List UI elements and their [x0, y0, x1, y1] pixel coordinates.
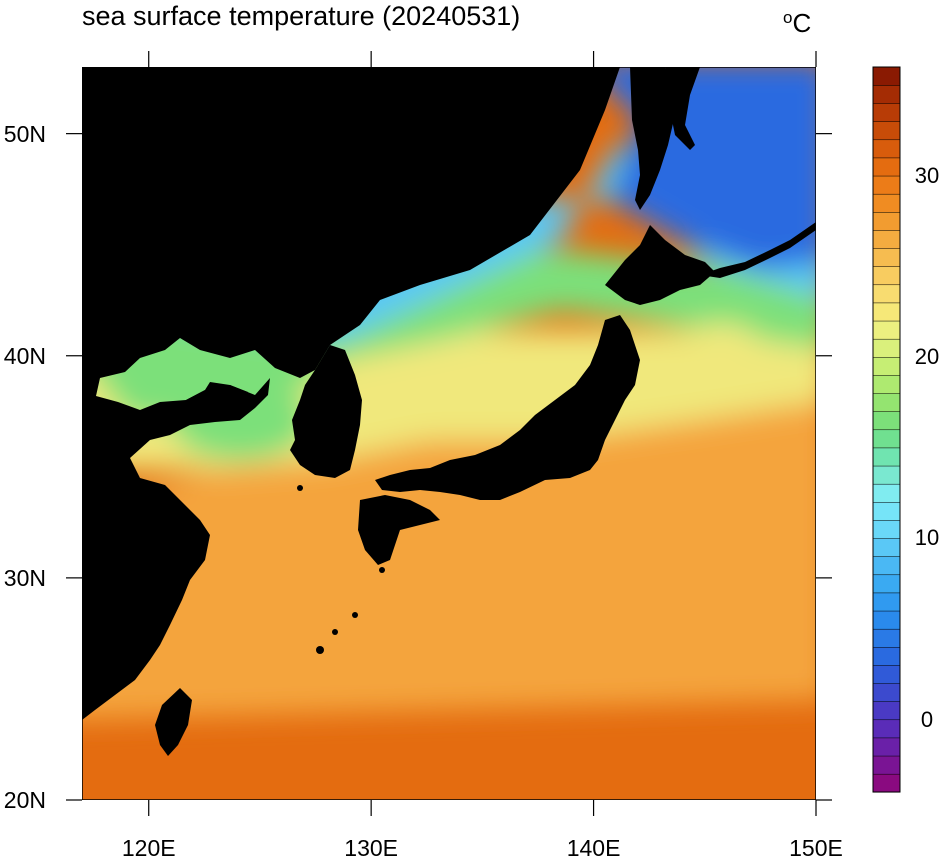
colorbar-swatch — [872, 157, 901, 177]
lat-label: 50N — [3, 120, 46, 147]
colorbar-swatch — [872, 139, 901, 159]
colorbar-swatch — [872, 574, 901, 594]
land-sakhalin — [630, 67, 675, 210]
colorbar-frame — [872, 66, 901, 793]
colorbar-label: 20 — [914, 344, 940, 369]
units-letter: C — [792, 8, 812, 38]
colorbar-label: 0 — [920, 706, 934, 732]
land-island-small — [332, 629, 338, 635]
colorbar-swatch — [872, 664, 901, 684]
axis-ticks — [66, 51, 832, 816]
colorbar-swatch — [872, 483, 901, 503]
colorbar-swatch — [872, 84, 901, 104]
colorbar-swatch — [872, 773, 901, 793]
land-shandong — [186, 385, 248, 412]
land-kuril-chain — [700, 222, 816, 278]
colorbar-swatch — [872, 66, 901, 86]
colorbar-swatch — [872, 556, 901, 576]
lat-label: 20N — [3, 787, 46, 813]
colorbar-swatch — [872, 646, 901, 666]
sst-field — [82, 67, 816, 800]
land-masses — [82, 67, 816, 756]
colorbar-swatch — [872, 519, 901, 539]
colorbar-swatch — [872, 683, 901, 702]
land-hokkaido — [605, 225, 715, 305]
colorbar-swatch — [872, 465, 901, 485]
colorbar-swatch — [872, 610, 901, 630]
lon-label: 150E — [789, 835, 843, 861]
lon-label: 130E — [344, 835, 398, 861]
colorbar-swatch — [872, 755, 901, 775]
colorbar-swatch — [872, 248, 901, 267]
colorbar-swatch — [872, 719, 901, 739]
lat-label: 30N — [3, 564, 46, 591]
colorbar-swatch — [872, 737, 901, 757]
colorbar-swatch — [872, 429, 901, 449]
colorbar-label: 30 — [914, 162, 940, 188]
colorbar-swatch — [872, 193, 901, 213]
colorbar-swatch — [872, 302, 901, 322]
land-korea — [290, 345, 362, 478]
land-honshu — [375, 315, 640, 500]
colorbar-swatch — [872, 411, 901, 431]
colorbar-swatch — [872, 266, 901, 286]
colorbar-swatch — [872, 229, 901, 249]
colorbar — [872, 66, 901, 793]
colorbar-swatch — [872, 320, 901, 340]
colorbar-swatch — [872, 356, 901, 376]
colorbar-swatch — [872, 501, 901, 521]
lat-label: 40N — [3, 342, 46, 369]
sst-warm-eddy — [680, 323, 760, 367]
land-kamchatka-kurils — [665, 67, 700, 150]
colorbar-swatch — [872, 103, 901, 122]
colorbar-swatch — [872, 121, 901, 141]
map-title: sea surface temperature (20240531) — [82, 1, 521, 31]
colorbar-swatch — [872, 393, 901, 412]
colorbar-swatch — [872, 592, 901, 612]
degree-symbol: o — [783, 8, 793, 27]
colorbar-swatch — [872, 374, 901, 394]
colorbar-swatch — [872, 338, 901, 358]
units-label: oC — [783, 2, 811, 39]
colorbar-swatch — [872, 628, 901, 648]
land-island-small — [316, 646, 324, 654]
colorbar-swatch — [872, 538, 901, 557]
land-taiwan — [155, 688, 192, 756]
land-island-small — [297, 485, 303, 491]
colorbar-swatch — [872, 701, 901, 721]
land-shikoku-kyushu — [358, 495, 440, 565]
lon-label: 120E — [121, 835, 176, 861]
colorbar-swatch — [872, 211, 901, 231]
colorbar-swatch — [872, 175, 901, 195]
lon-label: 140E — [566, 835, 621, 861]
colorbar-swatch — [872, 447, 901, 467]
colorbar-label: 10 — [914, 525, 940, 551]
land-asia-mainland — [82, 67, 620, 720]
land-island-small — [352, 612, 358, 618]
colorbar-swatch — [872, 284, 901, 304]
land-island-small — [379, 567, 385, 573]
